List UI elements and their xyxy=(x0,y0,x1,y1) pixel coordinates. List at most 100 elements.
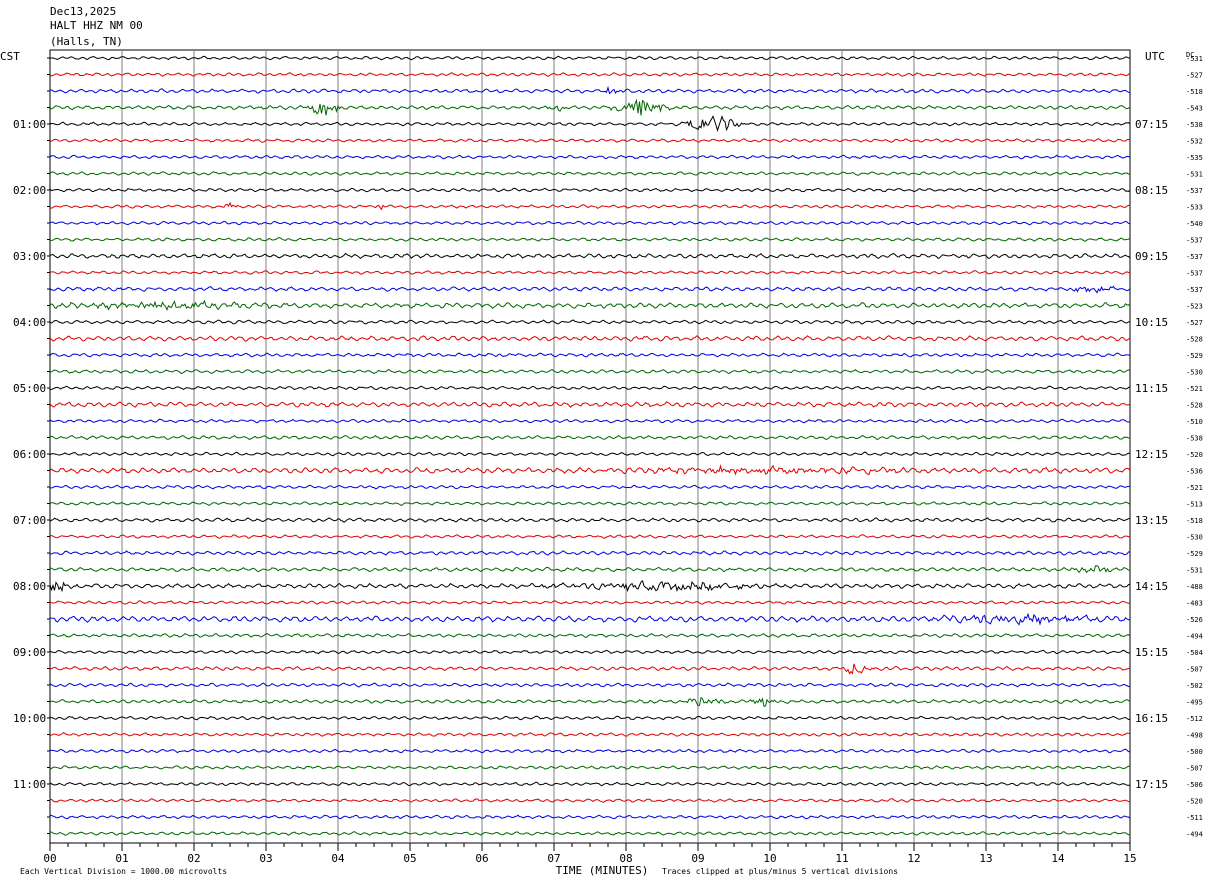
trace-line xyxy=(49,319,1131,325)
trace-line xyxy=(49,270,1131,275)
trace-line xyxy=(49,781,1130,787)
trace-line xyxy=(49,201,1130,211)
dc-offset-label: -537 xyxy=(1186,286,1203,294)
dc-offset-label: -483 xyxy=(1186,600,1203,608)
dc-offset-label: -502 xyxy=(1186,682,1203,690)
dc-offset-label: -507 xyxy=(1186,666,1203,674)
dc-offset-label: -495 xyxy=(1186,699,1203,707)
left-time-label: 06:00 xyxy=(13,448,46,461)
dc-offset-label: -518 xyxy=(1186,517,1203,525)
scale-note: Each Vertical Division = 1000.00 microvo… xyxy=(20,867,228,876)
trace-line xyxy=(49,171,1131,176)
right-timezone-label: UTC xyxy=(1145,50,1165,63)
station-label: HALT HHZ NM 00 xyxy=(50,19,143,32)
dc-offset-label: -530 xyxy=(1186,534,1203,542)
right-time-label: 09:15 xyxy=(1135,250,1168,263)
trace-line xyxy=(49,831,1131,836)
dc-offset-label: -521 xyxy=(1186,385,1203,393)
trace-line xyxy=(49,299,1131,312)
trace-line xyxy=(49,237,1131,242)
left-time-label: 10:00 xyxy=(13,712,46,725)
trace-line xyxy=(49,663,1131,675)
trace-line xyxy=(49,715,1131,721)
dc-offset-label: -523 xyxy=(1186,303,1203,311)
x-tick-label: 09 xyxy=(691,852,704,865)
dc-offset-label: -507 xyxy=(1186,765,1203,773)
dc-column-label: DC xyxy=(1186,51,1194,59)
dc-offset-label: -538 xyxy=(1186,121,1203,129)
trace-line xyxy=(49,612,1131,626)
trace-line xyxy=(49,285,1131,294)
trace-line xyxy=(49,464,1131,476)
x-tick-label: 05 xyxy=(403,852,416,865)
x-axis-title: TIME (MINUTES) xyxy=(556,864,649,877)
dc-offset-label: -498 xyxy=(1186,732,1203,740)
dc-offset-label: -537 xyxy=(1186,187,1203,195)
dc-offset-label: -527 xyxy=(1186,72,1203,80)
dc-offset-label: -494 xyxy=(1186,831,1203,839)
dc-offset-label: -506 xyxy=(1186,781,1203,789)
trace-line xyxy=(49,501,1131,506)
trace-line xyxy=(49,765,1130,770)
right-time-label: 08:15 xyxy=(1135,184,1168,197)
x-tick-label: 15 xyxy=(1123,852,1136,865)
trace-line xyxy=(49,600,1131,605)
dc-offset-label: -529 xyxy=(1186,352,1203,360)
left-time-label: 02:00 xyxy=(13,184,46,197)
x-tick-label: 06 xyxy=(475,852,488,865)
x-tick-label: 01 xyxy=(115,852,128,865)
trace-line xyxy=(49,85,1131,95)
left-time-label: 09:00 xyxy=(13,646,46,659)
clip-note: Traces clipped at plus/minus 5 vertical … xyxy=(662,867,899,876)
dc-offset-label: -537 xyxy=(1186,253,1203,261)
left-time-label: 11:00 xyxy=(13,778,46,791)
left-time-label: 05:00 xyxy=(13,382,46,395)
dc-offset-label: -512 xyxy=(1186,715,1203,723)
trace-line xyxy=(49,682,1131,688)
right-time-label: 16:15 xyxy=(1135,712,1168,725)
dc-offset-label: -520 xyxy=(1186,451,1203,459)
trace-line xyxy=(49,335,1131,342)
x-tick-label: 07 xyxy=(547,852,560,865)
dc-offset-label: -526 xyxy=(1186,616,1203,624)
dc-offset-label: -488 xyxy=(1186,583,1203,591)
trace-line xyxy=(49,154,1131,160)
dc-offset-label: -536 xyxy=(1186,468,1203,476)
trace-line xyxy=(49,369,1131,375)
x-tick-label: 02 xyxy=(187,852,200,865)
trace-line xyxy=(49,418,1131,424)
trace-line xyxy=(49,517,1131,523)
right-time-label: 13:15 xyxy=(1135,514,1168,527)
dc-offset-label: -537 xyxy=(1186,270,1203,278)
dc-offset-label: -518 xyxy=(1186,88,1203,96)
dc-offset-label: -531 xyxy=(1186,171,1203,179)
dc-offset-label: -531 xyxy=(1186,567,1203,575)
trace-line xyxy=(49,633,1131,639)
trace-line xyxy=(49,385,1131,391)
dc-offset-label: -543 xyxy=(1186,105,1203,113)
left-time-label: 03:00 xyxy=(13,250,46,263)
trace-line xyxy=(49,187,1131,193)
left-time-label: 08:00 xyxy=(13,580,46,593)
dc-offset-label: -537 xyxy=(1186,237,1203,245)
trace-line xyxy=(49,649,1131,655)
trace-line xyxy=(49,98,1131,116)
dc-offset-label: -500 xyxy=(1186,748,1203,756)
x-tick-label: 14 xyxy=(1051,852,1065,865)
trace-line xyxy=(49,138,1131,143)
dc-offset-label: -510 xyxy=(1186,418,1203,426)
trace-line xyxy=(49,748,1131,754)
x-tick-label: 04 xyxy=(331,852,345,865)
right-time-label: 11:15 xyxy=(1135,382,1168,395)
trace-line xyxy=(49,534,1131,539)
plot-frame xyxy=(49,49,1131,844)
dc-offset-label: -520 xyxy=(1186,798,1203,806)
trace-line xyxy=(49,696,1131,707)
trace-line xyxy=(49,434,1131,440)
dc-offset-label: -511 xyxy=(1186,814,1203,822)
x-tick-label: 08 xyxy=(619,852,632,865)
trace-line xyxy=(49,220,1131,226)
dc-offset-label: -513 xyxy=(1186,501,1203,509)
dc-offset-label: -532 xyxy=(1186,138,1203,146)
